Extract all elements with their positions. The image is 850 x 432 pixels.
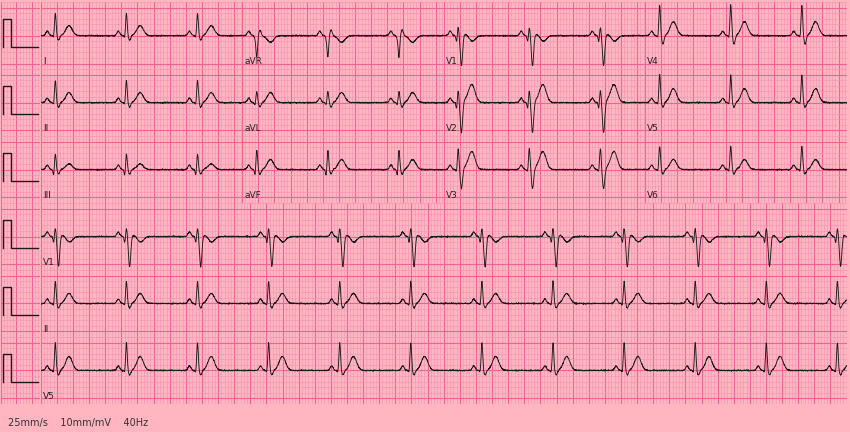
Text: V4: V4 — [647, 57, 659, 66]
Text: V2: V2 — [445, 124, 457, 133]
Text: II: II — [43, 324, 48, 334]
Text: V5: V5 — [43, 391, 55, 400]
Text: V6: V6 — [647, 191, 659, 200]
Text: III: III — [42, 191, 51, 200]
Text: 25mm/s    10mm/mV    40Hz: 25mm/s 10mm/mV 40Hz — [8, 418, 149, 428]
Text: V3: V3 — [445, 191, 457, 200]
Text: aVR: aVR — [244, 57, 262, 66]
Text: I: I — [42, 57, 45, 66]
Text: aVL: aVL — [244, 124, 261, 133]
Text: aVF: aVF — [244, 191, 261, 200]
Text: V1: V1 — [43, 257, 55, 267]
Text: V1: V1 — [445, 57, 457, 66]
Text: II: II — [42, 124, 48, 133]
Text: V5: V5 — [647, 124, 659, 133]
